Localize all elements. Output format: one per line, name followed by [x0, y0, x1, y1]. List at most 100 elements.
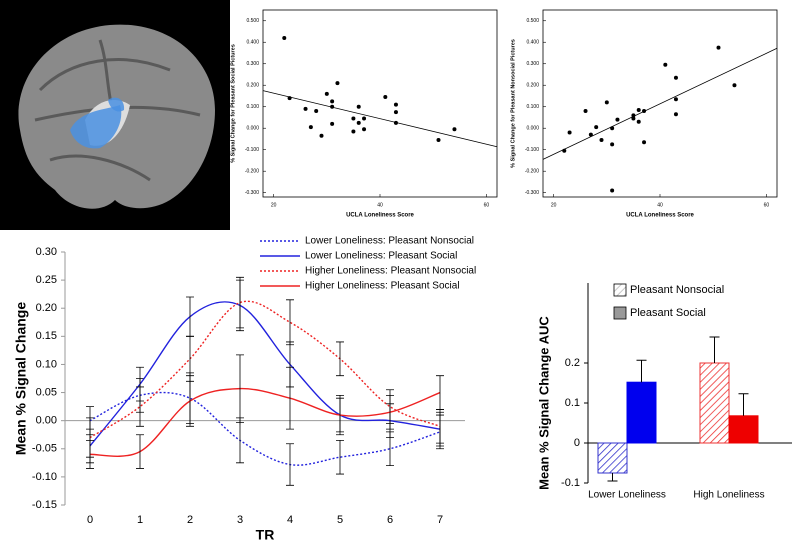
y-tick-label: -0.200 [245, 169, 259, 175]
scatter-point [383, 95, 388, 100]
y-tick-label: -0.100 [525, 147, 539, 153]
error-bar [336, 439, 344, 475]
scatter-point [351, 129, 356, 134]
y-tick-label: 0.000 [246, 126, 259, 132]
x-tick-label: 1 [137, 514, 143, 526]
scatter-point [610, 188, 615, 193]
x-tick-label: 4 [287, 514, 293, 526]
y-tick-label: 0.30 [36, 246, 57, 258]
y-axis-label: % Signal Change for Pleasant Social Pict… [230, 44, 236, 163]
x-tick-label: 40 [377, 202, 383, 208]
y-tick-label: 0.20 [36, 302, 57, 314]
bar [597, 442, 628, 474]
error-bar [136, 386, 144, 427]
scatter-point [615, 117, 620, 122]
x-tick-label: Lower Loneliness [588, 490, 666, 501]
series-line [89, 391, 441, 466]
y-tick-label: -0.300 [245, 190, 259, 196]
legend-label: Higher Loneliness: Pleasant Nonsocial [305, 266, 476, 277]
y-tick-label: -0.05 [32, 443, 57, 455]
x-tick-label: 20 [271, 202, 277, 208]
error-bar [436, 409, 444, 444]
scatter-point [604, 100, 609, 105]
legend-label: Pleasant Nonsocial [630, 284, 724, 296]
error-bar [236, 417, 244, 464]
y-tick-label: 0.300 [526, 61, 539, 67]
y-tick-label: -0.300 [525, 190, 539, 196]
scatter-point [308, 125, 313, 130]
error-bar [286, 366, 294, 430]
y-tick-label: 0.500 [246, 18, 259, 24]
x-tick-label: 3 [237, 514, 243, 526]
error-bar [336, 397, 344, 433]
x-tick-label: 6 [387, 514, 393, 526]
scatter-point [393, 102, 398, 107]
scatter-point [599, 138, 604, 143]
activation-blob [70, 105, 122, 149]
scatter-point [610, 142, 615, 147]
scatter-point [393, 110, 398, 115]
error-bar [136, 434, 144, 469]
scatter-point [351, 116, 356, 121]
error-bar [607, 473, 618, 482]
scatter-point [631, 116, 636, 121]
x-tick-label: 40 [657, 202, 663, 208]
y-tick-label: 0.100 [526, 104, 539, 110]
activation-blob [108, 97, 125, 112]
x-axis-label: TR [256, 527, 275, 543]
error-bar [236, 354, 244, 423]
scatter-point [303, 106, 308, 111]
scatter-point [362, 116, 367, 121]
y-axis-label: Mean % Signal Change AUC [536, 316, 551, 490]
scatter-point [452, 127, 457, 132]
scatter-point [631, 113, 636, 118]
scatter-point [642, 140, 647, 145]
error-bar [636, 359, 647, 383]
scatter-point [636, 119, 641, 124]
scatter-point [583, 109, 588, 114]
scatter-point [362, 127, 367, 132]
y-axis-label: % Signal Change for Pleasant Nonsocial P… [510, 39, 516, 168]
scatter-point [673, 112, 678, 117]
scatter-point [673, 75, 678, 80]
x-axis-label: UCLA Loneliness Score [346, 213, 414, 219]
x-tick-label: 7 [437, 514, 443, 526]
scatter-point [436, 138, 441, 143]
series-line [89, 300, 441, 439]
scatter-point [314, 109, 319, 114]
scatter-point [330, 104, 335, 109]
y-tick-label: 0.2 [565, 357, 580, 369]
y-tick-label: 0.25 [36, 274, 57, 286]
x-tick-label: 60 [484, 202, 490, 208]
error-bar [186, 296, 194, 337]
y-axis-label: Mean % Signal Change [13, 302, 29, 455]
y-tick-label: 0.00 [36, 415, 57, 427]
error-bar [709, 336, 720, 363]
scatter-point [287, 96, 292, 101]
x-tick-label: 60 [764, 202, 770, 208]
y-tick-label: -0.10 [32, 471, 57, 483]
y-tick-label: 0.1 [565, 397, 580, 409]
plot-frame [262, 9, 498, 198]
y-tick-label: 0.15 [36, 330, 57, 342]
scatter-point [636, 107, 641, 112]
y-tick-label: 0.200 [526, 83, 539, 89]
y-tick-label: 0 [574, 437, 580, 449]
error-bar [186, 335, 194, 382]
error-bar [336, 341, 344, 377]
legend-label: Lower Loneliness: Pleasant Nonsocial [305, 236, 474, 247]
y-tick-label: 0.300 [246, 61, 259, 67]
scatter-point [562, 148, 567, 153]
y-tick-label: 0.10 [36, 358, 57, 370]
scatter-point [356, 120, 361, 125]
brain-image [0, 0, 230, 230]
bar [626, 381, 657, 444]
y-tick-label: -0.100 [245, 147, 259, 153]
y-tick-label: -0.200 [525, 169, 539, 175]
y-tick-label: 0.100 [246, 104, 259, 110]
legend-swatch [613, 283, 627, 297]
scatter-point [393, 120, 398, 125]
error-bar [286, 443, 294, 486]
y-tick-label: 0.000 [526, 126, 539, 132]
